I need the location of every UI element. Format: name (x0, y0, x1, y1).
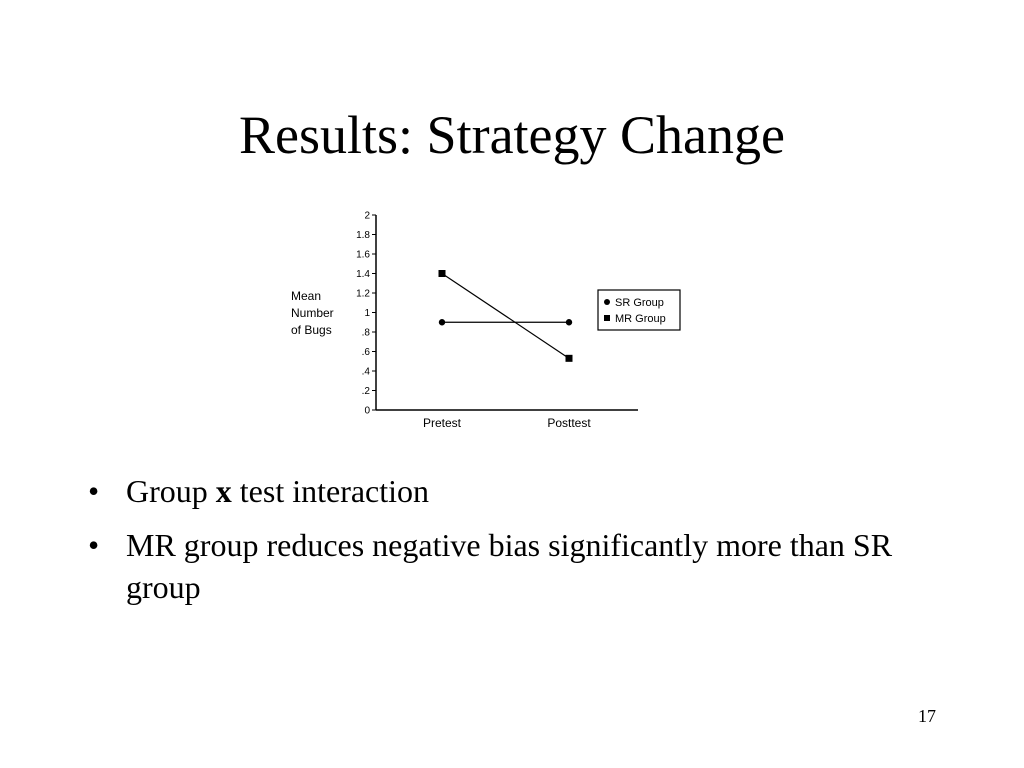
legend-marker-mr-group (604, 315, 610, 321)
legend-marker-sr-group (604, 299, 610, 305)
bullet-text-1c: test interaction (231, 473, 430, 509)
bullet-dot: • (88, 473, 100, 509)
x-category-label: Posttest (547, 416, 591, 430)
bullet-text-2: MR group reduces negative bias significa… (126, 527, 893, 605)
y-axis-label: Mean (291, 289, 321, 303)
y-tick-label: 1 (364, 308, 370, 319)
mr-group-point (438, 270, 446, 277)
y-tick-label: .2 (362, 386, 371, 397)
sr-group-point (438, 319, 446, 326)
y-axis-label: Number (291, 306, 334, 320)
legend-label-mr-group: MR Group (615, 313, 666, 325)
y-tick-label: 1.2 (356, 289, 370, 300)
bullet-text-1b: x (215, 473, 232, 509)
y-tick-label: .8 (362, 328, 371, 339)
page-number: 17 (918, 706, 936, 726)
legend-box (597, 289, 681, 331)
y-tick-label: 1.8 (356, 230, 370, 241)
slide-title: Results: Strategy Change (239, 105, 785, 165)
y-tick-label: 0 (364, 406, 370, 417)
line-chart: 0 .2 .4 .6 .8 1 1.2 1.4 1.6 1.8 2 Pretest Posttest Me… (291, 211, 681, 430)
y-tick-label: 2 (364, 211, 370, 222)
y-tick-label: 1.4 (356, 269, 370, 280)
bullet-list: • Group x test interaction • MR group re… (88, 470, 908, 620)
y-axis-label: of Bugs (291, 323, 332, 337)
mr-group-line (441, 273, 570, 359)
bullet-item: • MR group reduces negative bias signifi… (88, 524, 908, 608)
y-tick-label: .6 (362, 347, 371, 358)
legend-label-sr-group: SR Group (615, 297, 664, 309)
sr-group-point (565, 319, 573, 326)
bullet-text-1a: Group (126, 473, 216, 509)
bullet-item: • Group x test interaction (88, 470, 908, 512)
x-category-label: Pretest (423, 416, 462, 430)
y-tick-label: 1.6 (356, 250, 370, 261)
mr-group-point (565, 354, 573, 362)
bullet-dot: • (88, 527, 100, 563)
y-tick-label: .4 (362, 367, 371, 378)
